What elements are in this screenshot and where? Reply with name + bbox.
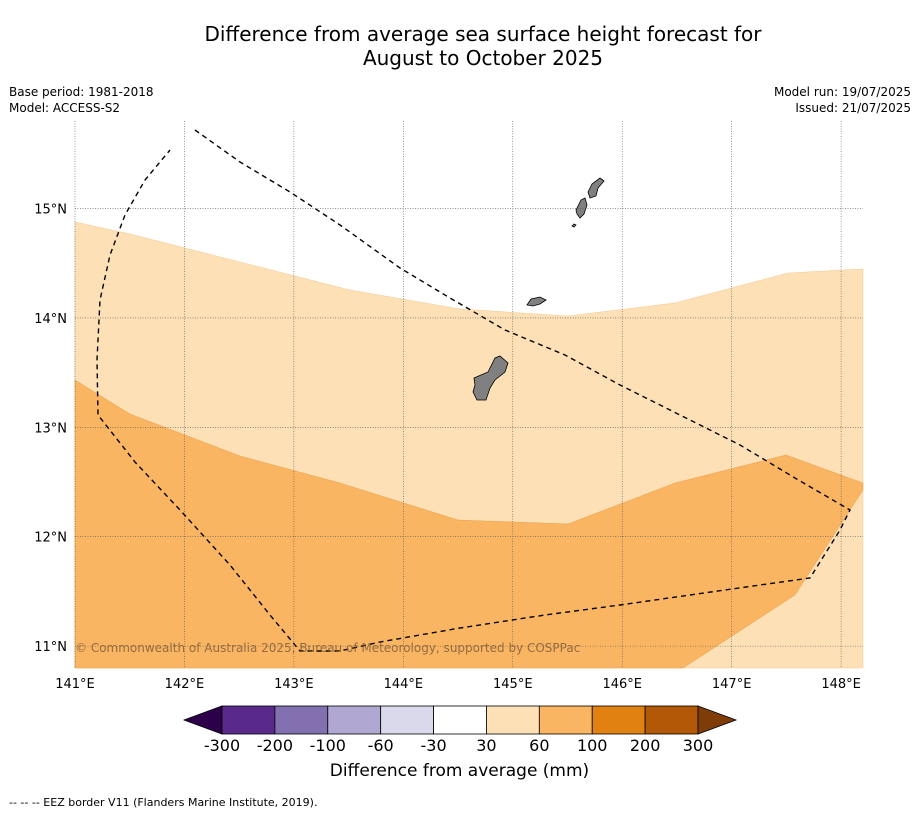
longitude-tick-labels: 141°E 142°E 143°E 144°E 145°E 146°E 147°E 148°E xyxy=(55,677,861,692)
colorbar-cell xyxy=(486,705,540,735)
colorbar-tick-label: -200 xyxy=(257,736,293,755)
title-line-2: August to October 2025 xyxy=(362,46,604,70)
latitude-tick-label: 13°N xyxy=(34,421,67,436)
latitude-tick-labels: 11°N 12°N 13°N 14°N 15°N xyxy=(34,203,67,656)
model-run-label: Model run: 19/07/2025 xyxy=(773,85,911,99)
longitude-tick-label: 142°E xyxy=(165,677,205,692)
colorbar-title: Difference from average (mm) xyxy=(329,761,590,781)
longitude-tick-label: 144°E xyxy=(384,677,424,692)
model-run-info: Model run: 19/07/2025 Issued: 21/07/2025 xyxy=(774,84,911,116)
gridlines xyxy=(74,121,863,668)
colorbar-cell xyxy=(274,705,329,735)
latitude-tick-label: 14°N xyxy=(34,312,67,327)
colorbar-tick-label: -60 xyxy=(368,736,394,755)
colorbar-cell xyxy=(221,705,276,735)
colorbar-tick-label: 200 xyxy=(630,736,661,755)
latitude-tick-label: 11°N xyxy=(34,640,67,655)
colorbar-tick-label: -100 xyxy=(310,736,346,755)
colorbar-cell xyxy=(380,705,434,735)
guam-island xyxy=(472,355,509,401)
colorbar-tick-label: 100 xyxy=(577,736,608,755)
eez-border xyxy=(96,129,851,652)
latitude-tick-label: 15°N xyxy=(34,203,67,218)
longitude-tick-label: 148°E xyxy=(821,677,861,692)
colorbar-cells xyxy=(221,705,699,735)
tinian-island xyxy=(575,197,588,219)
colorbar-cell xyxy=(591,705,646,735)
issued-label: Issued: 21/07/2025 xyxy=(795,101,911,115)
copyright-text: © Commonwealth of Australia 2025, Bureau… xyxy=(75,641,580,655)
colorbar-labels: -300 -200 -100 -60 -30 30 60 100 200 300 xyxy=(204,736,713,755)
colorbar: -300 -200 -100 -60 -30 30 60 100 200 300 xyxy=(182,705,738,755)
rota-island xyxy=(526,296,547,307)
base-period-label: Base period: 1981-2018 xyxy=(9,85,154,99)
map-title: Difference from average sea surface heig… xyxy=(0,22,919,70)
base-period-info: Base period: 1981-2018 Model: ACCESS-S2 xyxy=(9,84,154,116)
longitude-tick-label: 146°E xyxy=(602,677,642,692)
longitude-tick-label: 145°E xyxy=(493,677,533,692)
longitude-tick-label: 143°E xyxy=(274,677,314,692)
colorbar-tick-label: 30 xyxy=(476,736,496,755)
colorbar-cell xyxy=(644,705,699,735)
colorbar-tick-label: -30 xyxy=(420,736,446,755)
anomaly-band-60-100 xyxy=(74,379,864,669)
eez-legend-note: -- -- -- EEZ border V11 (Flanders Marine… xyxy=(9,796,318,809)
longitude-tick-label: 147°E xyxy=(712,677,752,692)
colorbar-over-arrow xyxy=(697,705,738,735)
latitude-tick-label: 12°N xyxy=(34,531,67,546)
colorbar-tick-label: 300 xyxy=(683,736,714,755)
aguijan-island xyxy=(571,223,577,228)
colorbar-cell xyxy=(327,705,382,735)
map-plot: © Commonwealth of Australia 2025, Bureau… xyxy=(74,121,864,669)
colorbar-tick-label: 60 xyxy=(529,736,549,755)
colorbar-cell xyxy=(433,705,487,735)
colorbar-cell xyxy=(538,705,593,735)
saipan-island xyxy=(587,177,605,199)
colorbar-under-arrow xyxy=(182,705,223,735)
islands xyxy=(472,177,605,401)
longitude-tick-label: 141°E xyxy=(55,677,95,692)
title-line-1: Difference from average sea surface heig… xyxy=(204,22,762,46)
colorbar-tick-label: -300 xyxy=(204,736,240,755)
model-label: Model: ACCESS-S2 xyxy=(9,101,121,115)
